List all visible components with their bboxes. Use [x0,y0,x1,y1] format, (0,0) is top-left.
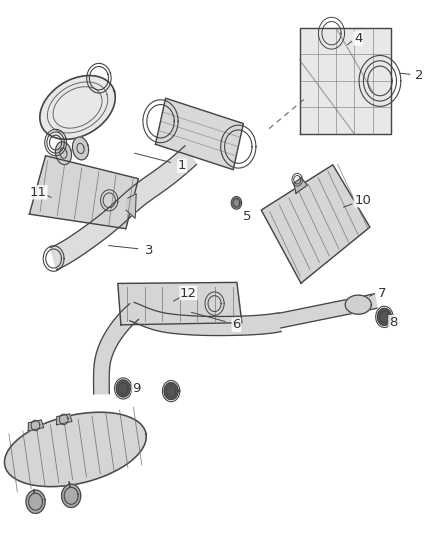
Text: 3: 3 [145,244,154,257]
Polygon shape [345,295,371,314]
Polygon shape [72,137,88,160]
Polygon shape [380,311,389,322]
Text: 6: 6 [232,318,240,332]
Polygon shape [40,76,115,139]
Polygon shape [118,282,242,325]
Polygon shape [50,146,196,270]
Polygon shape [62,484,81,507]
Text: 9: 9 [132,382,141,395]
Polygon shape [279,294,377,328]
Polygon shape [126,193,136,219]
Text: 8: 8 [389,316,397,329]
Polygon shape [26,490,45,513]
Polygon shape [64,487,78,504]
Polygon shape [378,309,391,325]
Polygon shape [4,412,146,487]
Text: 7: 7 [378,287,386,300]
Polygon shape [300,28,391,134]
Polygon shape [294,178,307,193]
Polygon shape [261,165,370,283]
Text: 2: 2 [415,69,424,82]
Polygon shape [232,198,241,208]
Polygon shape [116,380,130,397]
Polygon shape [57,414,72,425]
Polygon shape [55,142,71,165]
Text: 4: 4 [354,32,363,45]
Text: 11: 11 [30,186,47,199]
Polygon shape [130,302,281,336]
Polygon shape [28,420,44,431]
Polygon shape [155,98,244,169]
Text: 12: 12 [180,287,197,300]
Polygon shape [28,493,42,510]
Polygon shape [29,156,138,229]
Text: 10: 10 [354,193,371,207]
Polygon shape [164,383,178,400]
Polygon shape [118,383,128,394]
Text: 1: 1 [178,159,186,172]
Polygon shape [94,304,138,394]
Text: 5: 5 [243,209,251,223]
Polygon shape [166,385,176,397]
